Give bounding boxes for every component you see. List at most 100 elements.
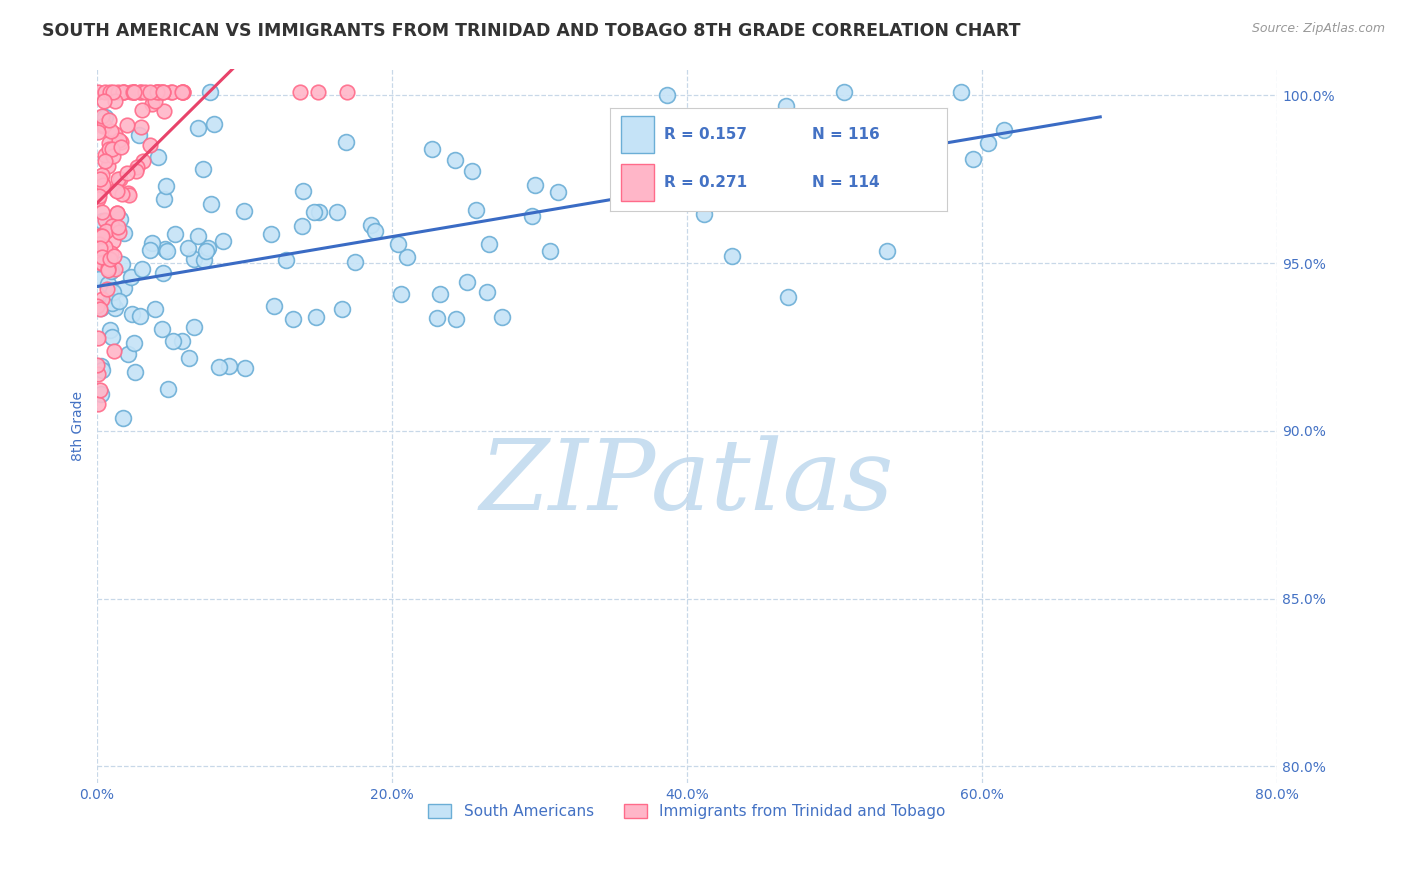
Point [177,351,200,366]
Point [152,266,174,280]
Point [523,178,546,193]
Point [183,319,205,334]
Point [104,127,127,141]
Point [97,261,120,276]
Point [120,270,142,285]
Point [89,384,111,398]
Point [962,153,984,167]
Point [91,178,114,192]
Point [165,227,187,242]
Point [87,85,110,99]
Point [139,85,162,99]
Point [260,227,283,242]
Point [131,85,153,99]
Point [90,359,112,373]
Point [233,204,256,219]
Point [87,331,110,345]
Point [103,234,125,248]
Point [429,286,451,301]
Point [655,87,678,102]
Point [291,219,314,234]
Point [193,253,215,268]
Point [108,212,131,227]
Point [335,136,357,150]
Point [128,309,150,323]
Point [90,301,112,316]
Point [950,85,973,99]
Point [87,189,110,203]
Point [91,363,114,377]
Point [993,122,1015,136]
Point [162,334,184,349]
Point [290,85,312,99]
Point [98,252,121,266]
Point [148,150,170,164]
Point [478,237,501,252]
Point [150,322,173,336]
Point [94,85,117,99]
Point [132,153,155,168]
Text: ZIPatlas: ZIPatlas [479,435,894,531]
Point [98,323,121,337]
Point [395,250,418,264]
Point [693,206,716,220]
Point [100,245,122,260]
Point [98,295,121,310]
Point [460,163,482,178]
Point [775,99,797,113]
Point [100,263,122,277]
Point [112,85,135,99]
Point [148,85,170,99]
Point [302,204,325,219]
Point [520,209,543,223]
Point [104,183,127,197]
Point [97,277,120,291]
Point [143,94,166,108]
Point [122,85,145,99]
Point [465,202,488,217]
Text: Source: ZipAtlas.com: Source: ZipAtlas.com [1251,22,1385,36]
Point [87,396,110,410]
Point [360,219,382,233]
Point [103,249,125,263]
Point [122,85,145,99]
Y-axis label: 8th Grade: 8th Grade [72,391,86,461]
Point [101,330,124,344]
Point [89,241,111,255]
Point [845,149,868,163]
Text: SOUTH AMERICAN VS IMMIGRANTS FROM TRINIDAD AND TOBAGO 8TH GRADE CORRELATION CHAR: SOUTH AMERICAN VS IMMIGRANTS FROM TRINID… [42,22,1021,40]
Point [149,85,172,99]
Point [86,367,108,381]
Point [172,334,194,349]
Point [127,160,149,174]
Point [538,244,561,258]
Point [387,237,409,252]
Point [389,287,412,301]
Point [172,85,194,99]
Point [671,157,693,171]
Point [326,205,349,219]
Point [90,386,112,401]
Point [100,215,122,229]
Point [129,120,152,134]
Point [141,235,163,250]
Point [111,256,134,270]
Point [94,240,117,254]
Point [118,188,141,202]
Point [105,184,128,198]
Point [128,128,150,142]
Point [160,85,183,99]
Point [778,118,800,132]
Point [177,241,200,255]
Point [90,292,112,306]
Point [187,121,209,136]
Point [131,103,153,118]
Point [547,185,569,199]
Point [146,85,169,99]
Point [86,252,108,266]
Point [145,301,167,316]
Point [97,159,120,173]
Point [91,235,114,250]
Point [776,290,799,304]
Point [87,237,110,252]
